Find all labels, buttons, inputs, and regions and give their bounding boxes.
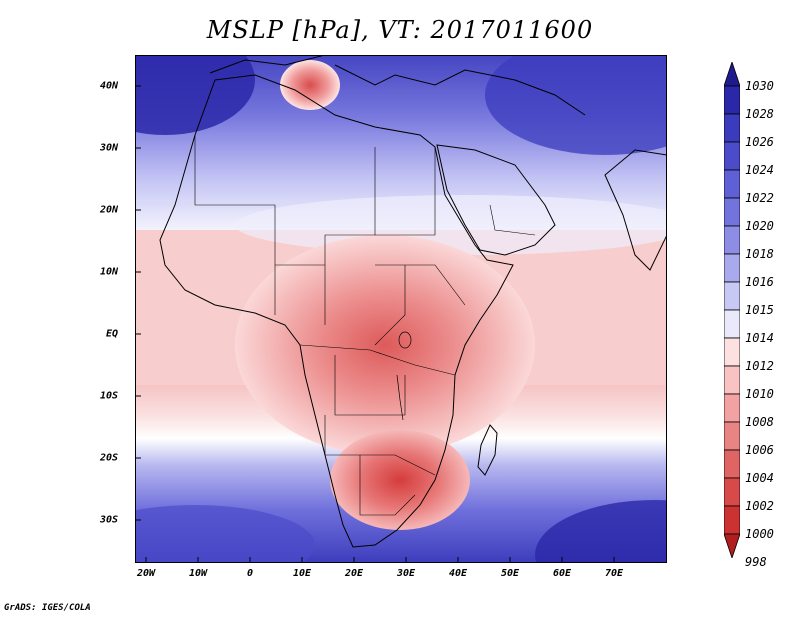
colorbar-level-label: 1022 bbox=[745, 191, 774, 205]
colorbar-level-label: 1000 bbox=[745, 527, 774, 541]
pressure-map bbox=[135, 55, 667, 563]
colorbar bbox=[723, 60, 741, 560]
colorbar-swatch bbox=[723, 309, 741, 339]
colorbar-swatch bbox=[723, 253, 741, 283]
coastlines bbox=[159, 55, 667, 548]
colorbar-level-label: 1024 bbox=[745, 163, 774, 177]
colorbar-level-label: 1020 bbox=[745, 219, 774, 233]
colorbar-level-label: 1004 bbox=[745, 471, 774, 485]
lat-label-20n: 20N bbox=[99, 204, 118, 216]
colorbar-swatch bbox=[723, 225, 741, 255]
mediterranean-low bbox=[280, 60, 340, 110]
axis-ticks bbox=[135, 85, 615, 563]
lon-label-10e: 10E bbox=[292, 568, 312, 579]
colorbar-swatch bbox=[723, 337, 741, 367]
lon-label-40e: 40E bbox=[448, 568, 468, 579]
colorbar-swatch bbox=[723, 393, 741, 423]
colorbar-swatch bbox=[723, 169, 741, 199]
southeast-high-core bbox=[535, 500, 667, 563]
lon-label-30e: 30E bbox=[396, 568, 416, 579]
colorbar-level-label: 1006 bbox=[745, 443, 774, 457]
lat-label-30s: 30S bbox=[99, 514, 118, 526]
colorbar-level-label: 1015 bbox=[745, 303, 774, 317]
lon-label-50e: 50E bbox=[500, 568, 520, 579]
colorbar-swatch bbox=[723, 197, 741, 227]
lon-label-60e: 60E bbox=[552, 568, 572, 579]
colorbar-level-label: 1008 bbox=[745, 415, 774, 429]
colorbar-level-label: 1002 bbox=[745, 499, 774, 513]
colorbar-top-arrow bbox=[723, 60, 741, 87]
colorbar-level-label: 1012 bbox=[745, 359, 774, 373]
colorbar-swatch bbox=[723, 141, 741, 171]
colorbar-swatch bbox=[723, 281, 741, 311]
colorbar-swatch bbox=[723, 421, 741, 451]
southern-africa-low bbox=[330, 430, 470, 530]
colorbar-swatch bbox=[723, 477, 741, 507]
map-frame bbox=[135, 55, 667, 563]
colorbar-bottom-arrow bbox=[723, 533, 741, 560]
lat-label-10n: 10N bbox=[99, 266, 118, 278]
central-africa-low bbox=[235, 235, 535, 455]
lakes bbox=[396, 331, 412, 421]
colorbar-level-label: 1026 bbox=[745, 135, 774, 149]
europe-coastline bbox=[209, 55, 586, 116]
lat-label-10s: 10S bbox=[99, 390, 118, 402]
colorbar-swatch bbox=[723, 505, 741, 535]
colorbar-level-label: 1028 bbox=[745, 107, 774, 121]
lon-label-20e: 20E bbox=[344, 568, 364, 579]
lon-label-20w: 20W bbox=[136, 568, 156, 579]
country-borders bbox=[194, 135, 536, 516]
colorbar-swatch bbox=[723, 113, 741, 143]
colorbar-level-label: 1030 bbox=[745, 79, 774, 93]
asia-high-core bbox=[485, 55, 667, 155]
lon-label-0: 0 bbox=[246, 568, 254, 579]
colorbar-graphic bbox=[723, 60, 741, 560]
africa-coastline bbox=[159, 74, 514, 548]
lon-label-70e: 70E bbox=[604, 568, 624, 579]
lat-label-20s: 20S bbox=[99, 452, 118, 464]
colorbar-level-label: 1018 bbox=[745, 247, 774, 261]
colorbar-swatch bbox=[723, 85, 741, 115]
madagascar-coastline bbox=[477, 424, 498, 476]
india-coastline bbox=[604, 149, 667, 271]
colorbar-level-label: 1010 bbox=[745, 387, 774, 401]
lon-label-10w: 10W bbox=[188, 568, 208, 579]
footer-credit: GrADS: IGES/COLA bbox=[4, 603, 91, 613]
map-panel bbox=[135, 55, 667, 563]
colorbar-swatch bbox=[723, 365, 741, 395]
arabia-coastline bbox=[436, 144, 556, 256]
lat-label-40n: 40N bbox=[99, 80, 118, 92]
map-title: MSLP [hPa], VT: 2017011600 bbox=[206, 16, 594, 44]
lat-label-30n: 30N bbox=[99, 142, 118, 154]
colorbar-level-label: 1016 bbox=[745, 275, 774, 289]
colorbar-level-label: 1014 bbox=[745, 331, 774, 345]
colorbar-level-label: 998 bbox=[745, 555, 767, 569]
lat-label-eq: EQ bbox=[105, 328, 118, 340]
colorbar-swatch bbox=[723, 449, 741, 479]
atlantic-high-core bbox=[135, 55, 255, 135]
southwest-high-core bbox=[135, 505, 315, 563]
